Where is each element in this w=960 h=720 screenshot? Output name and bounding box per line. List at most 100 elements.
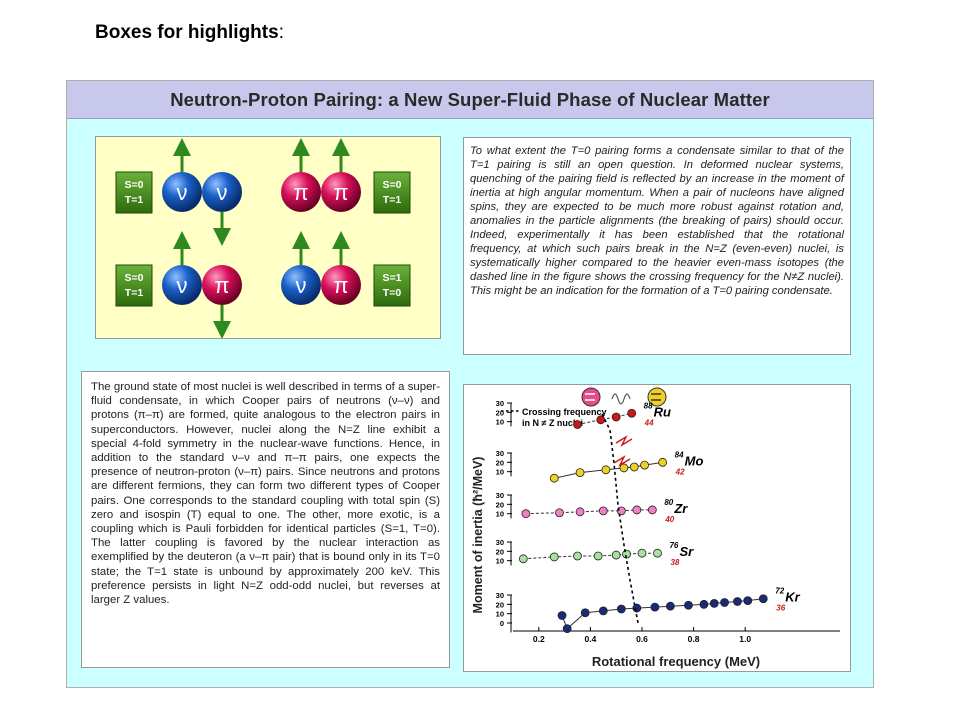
nucleus-z-label: 44 [644, 418, 654, 427]
nucleus-symbol-label: Mo [685, 453, 704, 468]
legend-line-1: Crossing frequency [522, 407, 607, 417]
y-tick-label: 30 [496, 538, 504, 547]
neutron-sphere [202, 172, 242, 212]
data-point [647, 505, 657, 515]
data-point [518, 554, 528, 564]
pair-label-s: S=0 [125, 179, 144, 191]
neutron-sphere [162, 265, 202, 305]
pair-alignment-icons [581, 387, 667, 407]
y-tick-label: 30 [496, 491, 504, 500]
ground-state-text-box: The ground state of most nuclei is well … [81, 371, 450, 668]
neutron-symbol: ν [296, 273, 307, 298]
nucleus-mass-label: 80 [664, 498, 673, 507]
cooper-pairs-diagram: S=0 T=1 S=0 T=1 S=0 T=1 S=1 T=0 [95, 136, 441, 339]
neutron-symbol: ν [177, 273, 188, 298]
data-point [629, 462, 639, 472]
data-point [575, 468, 585, 477]
series-line [561, 598, 764, 630]
proton-symbol: π [214, 273, 229, 298]
x-axis-label: Rotational frequency (MeV) [592, 654, 760, 669]
x-tick-label: 0.2 [533, 634, 545, 644]
pair-label-t: T=1 [125, 194, 144, 206]
data-point [684, 600, 693, 610]
data-point [593, 551, 603, 561]
proton-symbol: π [293, 180, 308, 205]
pair-label-t: T=1 [125, 287, 144, 299]
proton-sphere [321, 172, 361, 212]
data-point [611, 412, 621, 422]
data-point [616, 604, 626, 614]
spin-arrows [173, 138, 350, 339]
data-point [758, 594, 768, 604]
data-point [596, 415, 606, 425]
data-point [580, 608, 590, 618]
nucleus-z-label: 40 [664, 515, 674, 524]
neutron-symbol: ν [177, 180, 188, 205]
data-point [653, 548, 662, 558]
poster-panel: Neutron-Proton Pairing: a New Super-Flui… [66, 80, 874, 688]
crossing-frequency-line [601, 413, 639, 624]
y-tick-label: 20 [496, 547, 504, 556]
poster-banner: Neutron-Proton Pairing: a New Super-Flui… [67, 81, 873, 119]
y-tick-label: 0 [500, 619, 504, 628]
x-tick-label: 0.8 [688, 634, 700, 644]
data-point [637, 548, 647, 558]
nucleus-z-label: 36 [776, 604, 785, 613]
data-point [611, 550, 621, 560]
proton-symbol: π [333, 180, 348, 205]
y-tick-label: 30 [496, 399, 504, 408]
nucleus-mass-label: 88 [644, 401, 653, 410]
data-point [733, 597, 742, 606]
data-point [720, 598, 729, 607]
nucleus-symbol-label: Ru [654, 404, 671, 419]
data-point [601, 465, 611, 475]
data-point [743, 596, 753, 606]
data-point [557, 611, 567, 620]
neutron-sphere [281, 265, 321, 305]
series-line [577, 412, 632, 425]
pair-label-s: S=1 [383, 272, 402, 284]
neutron-sphere [162, 172, 202, 212]
crossing-marker [613, 455, 631, 467]
data-point [650, 602, 660, 612]
y-tick-label: 10 [496, 510, 504, 519]
ground-state-paragraph: The ground state of most nuclei is well … [91, 381, 440, 607]
data-point [573, 551, 582, 561]
y-tick-label: 20 [496, 600, 504, 609]
y-tick-label: 20 [496, 458, 504, 467]
neutron-symbol: ν [217, 180, 228, 205]
data-point [575, 507, 585, 517]
x-tick-label: 0.6 [636, 634, 648, 644]
data-point [699, 599, 709, 609]
nucleus-symbol-label: Kr [785, 590, 800, 605]
proton-symbol: π [333, 273, 348, 298]
pair-label-s: S=0 [125, 272, 144, 284]
y-axis-label: Moment of inertia (ħ²/MeV) [471, 457, 485, 614]
data-point [632, 505, 642, 515]
y-tick-label: 10 [496, 468, 504, 477]
y-tick-label: 20 [496, 408, 504, 417]
data-point [619, 463, 629, 473]
data-point [555, 508, 564, 518]
page-title: Boxes for highlights: [95, 22, 284, 43]
pair-label-t: T=0 [383, 287, 402, 299]
data-point [627, 408, 637, 418]
series-line [523, 552, 658, 560]
x-tick-label: 1.0 [739, 634, 751, 644]
x-tick-label: 0.4 [584, 634, 596, 644]
y-tick-label: 30 [496, 449, 504, 458]
data-point [598, 506, 608, 516]
proton-sphere [281, 172, 321, 212]
y-tick-label: 10 [496, 418, 504, 427]
nucleus-mass-label: 76 [669, 541, 678, 550]
y-tick-label: 10 [496, 557, 504, 566]
moment-of-inertia-chart: Crossing frequency in N ≠ Z nuclei 0.2 0.… [463, 384, 851, 672]
y-tick-label: 20 [496, 500, 504, 509]
nucleus-z-label: 38 [670, 558, 679, 567]
data-point [521, 509, 531, 519]
y-tick-label: 30 [496, 591, 504, 600]
data-point [658, 457, 668, 467]
proton-sphere [321, 265, 361, 305]
data-point [598, 606, 608, 616]
data-point [549, 552, 559, 562]
